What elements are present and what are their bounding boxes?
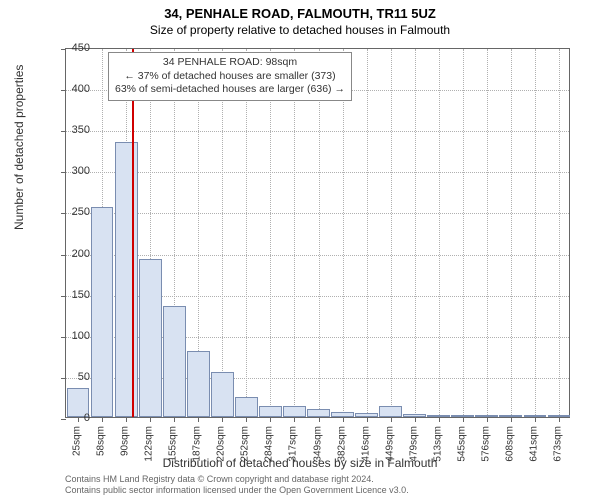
grid-line — [66, 255, 569, 256]
x-tick-label: 122sqm — [144, 426, 155, 462]
grid-line — [511, 49, 512, 417]
y-tick-label: 450 — [60, 42, 90, 54]
y-tick-label: 250 — [60, 206, 90, 218]
grid-line — [66, 131, 569, 132]
x-tick-label: 187sqm — [192, 426, 203, 462]
chart-plot-area — [65, 48, 570, 418]
grid-line — [222, 49, 223, 417]
x-tick — [294, 417, 295, 422]
histogram-bar — [259, 406, 282, 418]
grid-line — [367, 49, 368, 417]
annotation-line: 34 PENHALE ROAD: 98sqm — [115, 56, 345, 70]
x-tick — [439, 417, 440, 422]
x-tick — [535, 417, 536, 422]
x-tick — [174, 417, 175, 422]
x-tick-label: 220sqm — [216, 426, 227, 462]
grid-line — [270, 49, 271, 417]
x-tick — [246, 417, 247, 422]
x-tick — [487, 417, 488, 422]
x-tick-label: 58sqm — [96, 426, 107, 456]
histogram-bar — [211, 372, 234, 417]
x-tick — [463, 417, 464, 422]
grid-line — [415, 49, 416, 417]
y-tick-label: 100 — [60, 330, 90, 342]
x-tick-label: 284sqm — [264, 426, 275, 462]
x-tick — [511, 417, 512, 422]
histogram-bar — [235, 397, 258, 417]
grid-line — [439, 49, 440, 417]
y-tick-label: 200 — [60, 248, 90, 260]
x-tick — [367, 417, 368, 422]
footer-line: Contains HM Land Registry data © Crown c… — [65, 474, 409, 485]
grid-line — [343, 49, 344, 417]
x-tick-label: 673sqm — [552, 426, 563, 462]
y-tick-label: 0 — [60, 412, 90, 424]
grid-line — [535, 49, 536, 417]
page-title: 34, PENHALE ROAD, FALMOUTH, TR11 5UZ — [0, 0, 600, 21]
x-tick-label: 155sqm — [168, 426, 179, 462]
histogram-bar — [139, 259, 162, 417]
grid-line — [66, 172, 569, 173]
x-tick-label: 479sqm — [408, 426, 419, 462]
x-tick-label: 608sqm — [504, 426, 515, 462]
x-tick — [102, 417, 103, 422]
histogram-bar — [91, 207, 114, 417]
x-tick — [559, 417, 560, 422]
page-subtitle: Size of property relative to detached ho… — [0, 21, 600, 37]
footer-attribution: Contains HM Land Registry data © Crown c… — [65, 474, 409, 496]
x-tick-label: 252sqm — [240, 426, 251, 462]
y-tick-label: 150 — [60, 289, 90, 301]
x-tick-label: 513sqm — [432, 426, 443, 462]
y-tick-label: 300 — [60, 165, 90, 177]
annotation-line: 63% of semi-detached houses are larger (… — [115, 83, 345, 97]
x-tick — [222, 417, 223, 422]
x-tick-label: 416sqm — [360, 426, 371, 462]
histogram-bar — [307, 409, 330, 417]
footer-line: Contains public sector information licen… — [65, 485, 409, 496]
grid-line — [294, 49, 295, 417]
x-tick-label: 25sqm — [72, 426, 83, 456]
histogram-bar — [115, 142, 138, 417]
x-tick-label: 449sqm — [384, 426, 395, 462]
x-tick-label: 545sqm — [456, 426, 467, 462]
marker-line — [132, 49, 134, 417]
x-tick — [126, 417, 127, 422]
grid-line — [66, 213, 569, 214]
grid-line — [319, 49, 320, 417]
x-tick — [343, 417, 344, 422]
histogram-bar — [163, 306, 186, 417]
x-tick-label: 349sqm — [312, 426, 323, 462]
x-tick-label: 382sqm — [336, 426, 347, 462]
x-tick — [391, 417, 392, 422]
grid-line — [391, 49, 392, 417]
x-tick — [198, 417, 199, 422]
x-tick-label: 90sqm — [120, 426, 131, 456]
chart-container: 34, PENHALE ROAD, FALMOUTH, TR11 5UZ Siz… — [0, 0, 600, 500]
grid-line — [463, 49, 464, 417]
histogram-bar — [379, 406, 402, 417]
x-tick-label: 576sqm — [480, 426, 491, 462]
x-tick — [415, 417, 416, 422]
grid-line — [487, 49, 488, 417]
annotation-box: 34 PENHALE ROAD: 98sqm ← 37% of detached… — [108, 52, 352, 101]
x-tick — [270, 417, 271, 422]
x-tick — [319, 417, 320, 422]
y-tick-label: 350 — [60, 124, 90, 136]
x-tick-label: 641sqm — [528, 426, 539, 462]
grid-line — [246, 49, 247, 417]
y-tick-label: 400 — [60, 83, 90, 95]
y-axis-label: Number of detached properties — [12, 65, 26, 230]
histogram-bar — [187, 351, 210, 417]
grid-line — [559, 49, 560, 417]
histogram-bar — [283, 406, 306, 418]
x-tick-label: 317sqm — [288, 426, 299, 462]
annotation-line: ← 37% of detached houses are smaller (37… — [115, 70, 345, 84]
x-tick — [150, 417, 151, 422]
y-tick-label: 50 — [60, 371, 90, 383]
